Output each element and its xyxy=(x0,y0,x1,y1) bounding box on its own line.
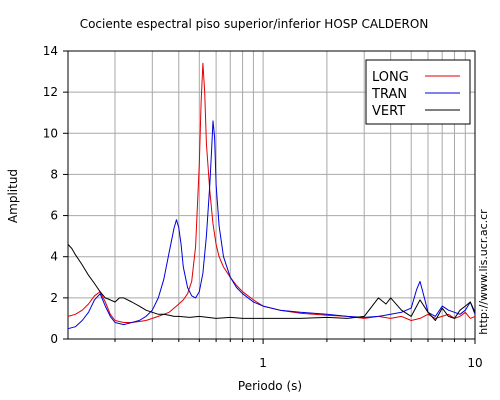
y-axis-label: Amplitud xyxy=(6,169,20,223)
y-tick-label: 12 xyxy=(43,85,58,99)
source-url-annotation: http://www.lis.ucr.ac.cr xyxy=(477,209,490,335)
y-tick-label: 0 xyxy=(50,332,58,346)
series-line-tran xyxy=(67,120,476,330)
legend-label-tran: TRAN xyxy=(371,87,407,102)
series-line-vert xyxy=(67,244,476,321)
plot-frame xyxy=(67,50,476,340)
y-tick-label: 4 xyxy=(50,250,58,264)
series-lines xyxy=(67,62,476,330)
x-tick-label: 10 xyxy=(467,356,482,370)
axis-ticks: 0 2 4 6 8 10 12 14 1 10 xyxy=(43,44,483,370)
y-tick-label: 8 xyxy=(50,167,58,181)
legend-label-long: LONG xyxy=(372,70,409,85)
chart-title: Cociente espectral piso superior/inferio… xyxy=(80,17,429,31)
y-tick-label: 10 xyxy=(43,126,58,140)
y-tick-label: 6 xyxy=(50,209,58,223)
legend-box xyxy=(365,59,471,125)
legend: LONG TRAN VERT xyxy=(365,59,471,125)
x-axis-label: Periodo (s) xyxy=(238,379,302,393)
legend-label-vert: VERT xyxy=(372,104,405,119)
y-tick-label: 2 xyxy=(50,291,58,305)
x-tick-label: 1 xyxy=(259,356,267,370)
y-tick-label: 14 xyxy=(43,44,58,58)
